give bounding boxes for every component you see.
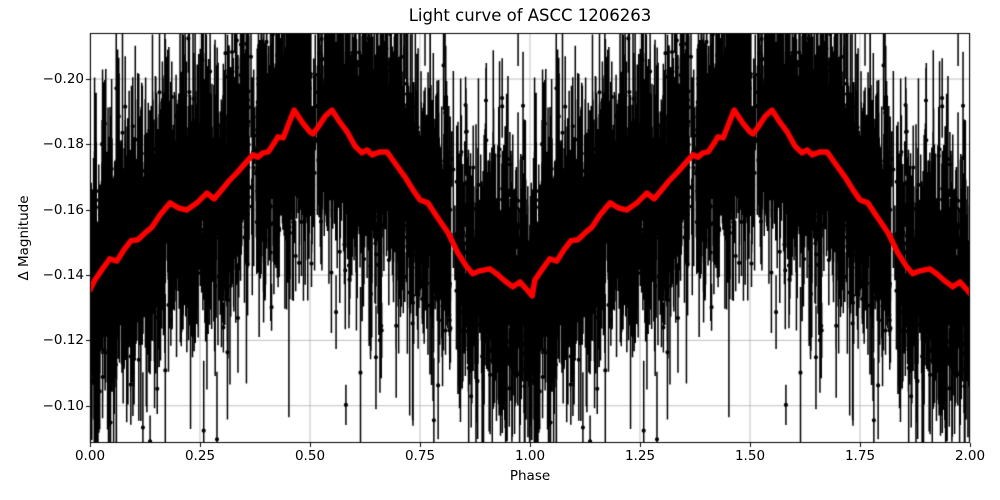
x-tick-label: 1.25: [624, 448, 656, 464]
y-tick-label: −0.12: [42, 332, 84, 349]
x-tick-label: 1.50: [734, 448, 766, 464]
y-tick-label: −0.10: [42, 397, 84, 414]
y-tick-label: −0.14: [42, 267, 84, 284]
x-tick-label: 0.75: [404, 448, 436, 464]
x-axis-label: Phase: [509, 468, 551, 484]
x-tick-label: 1.00: [514, 448, 546, 464]
y-axis-label: Δ Magnitude: [16, 195, 32, 281]
x-tick-label: 2.00: [954, 448, 986, 464]
x-tick-label: 1.75: [844, 448, 876, 464]
y-tick-label: −0.20: [42, 71, 84, 88]
chart-title: Light curve of ASCC 1206263: [408, 6, 652, 25]
x-tick-label: 0.50: [294, 448, 326, 464]
x-tick-label: 0.25: [184, 448, 216, 464]
y-tick-label: −0.18: [42, 136, 84, 153]
x-tick-label: 0.00: [74, 448, 106, 464]
y-tick-label: −0.16: [42, 201, 84, 218]
